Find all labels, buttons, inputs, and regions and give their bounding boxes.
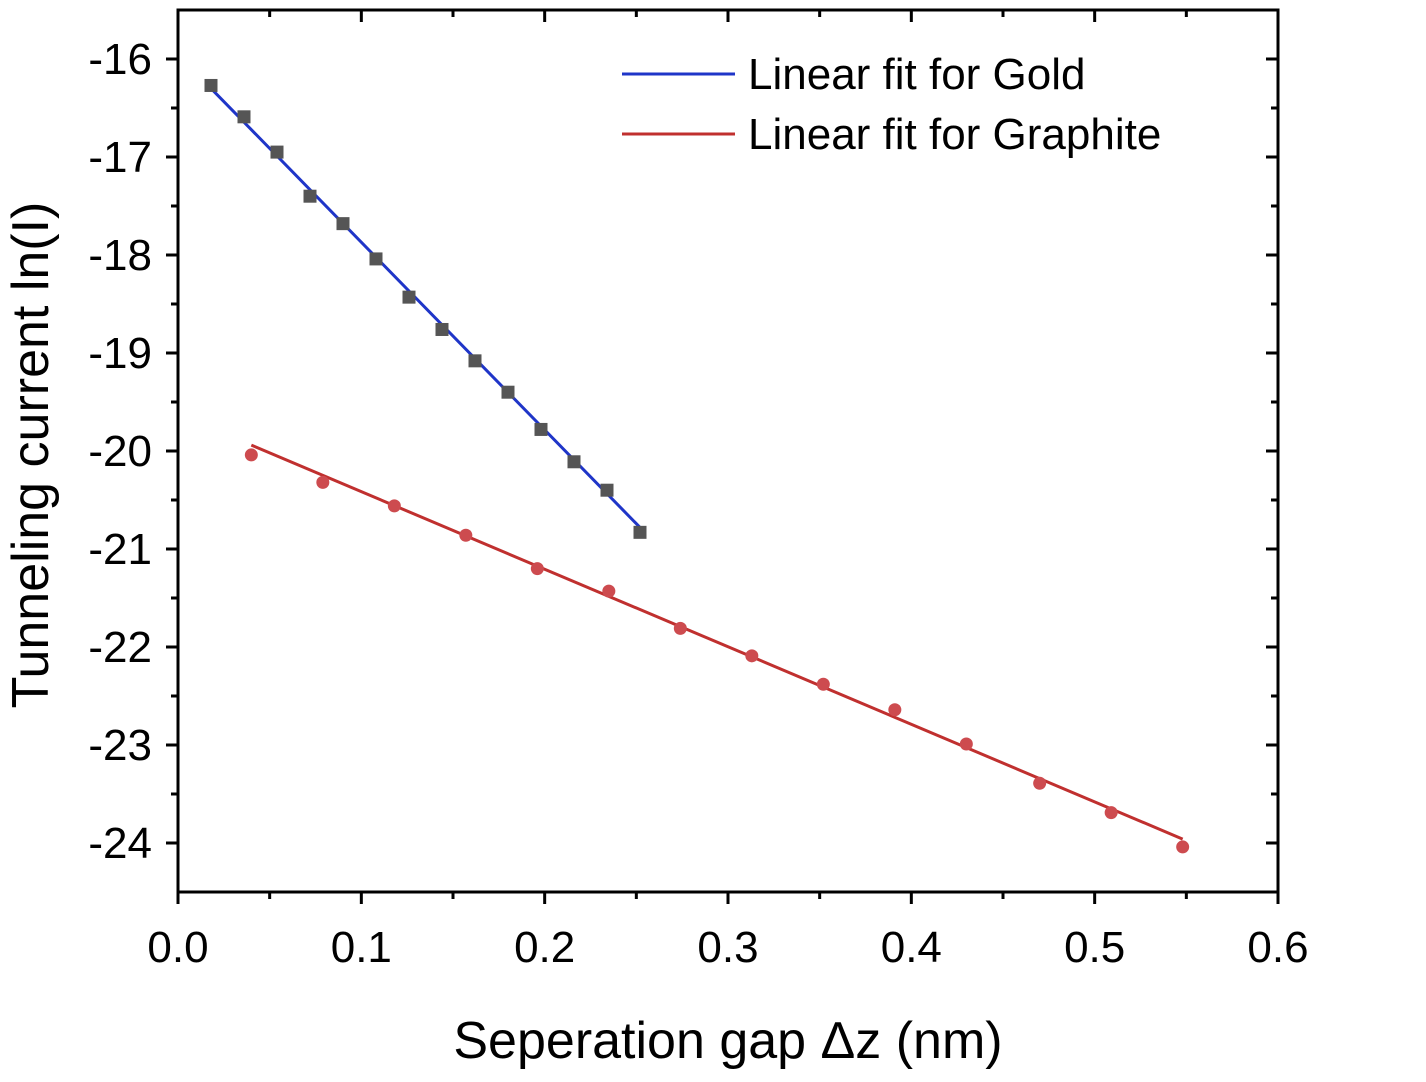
graphite-data-point [530,562,544,576]
y-tick-label: -18 [88,231,152,280]
graphite-data-point [602,584,616,598]
fit-line-graphite [250,443,1184,841]
y-tick-label: -17 [88,133,152,182]
axis-ticks [166,10,1280,904]
x-tick-label: 0.6 [1247,923,1308,972]
x-axis-title: Seperation gap Δz (nm) [453,1012,1002,1070]
x-tick-labels: 0.0 0.1 0.2 0.3 0.4 0.5 0.6 [147,923,1308,972]
y-tick-label: -21 [88,525,152,574]
graphite-data-point [316,475,330,489]
x-tick-label: 0.2 [514,923,575,972]
y-tick-label: -16 [88,35,152,84]
graphite-data-point [1176,840,1190,854]
x-tick-label: 0.5 [1064,923,1125,972]
gold-data-point [237,110,251,124]
gold-data-point [303,189,317,203]
x-tick-label: 0.1 [331,923,392,972]
gold-data-point [534,422,548,436]
fit-lines [209,87,1184,841]
fit-line-gold [209,87,642,529]
gold-data-point [369,252,383,266]
graphite-data-point [387,499,401,513]
gold-data-point [402,290,416,304]
gold-data-point [204,78,218,92]
gold-data-point [336,217,350,231]
gold-data-point [435,322,449,336]
legend-label-gold: Linear fit for Gold [748,50,1086,99]
gold-data-point [468,354,482,368]
graphite-data-point [959,737,973,751]
y-axis-title: Tunneling current ln(I) [2,202,60,709]
gold-data-point [633,525,647,539]
data-markers [204,78,1190,854]
y-tick-label: -19 [88,329,152,378]
gold-data-point [501,385,515,399]
gold-data-point [270,145,284,159]
y-tick-label: -20 [88,427,152,476]
legend-label-graphite: Linear fit for Graphite [748,110,1161,159]
y-tick-label: -22 [88,623,152,672]
graphite-data-point [459,528,473,542]
graphite-data-point [1033,776,1047,790]
legend: Linear fit for Gold Linear fit for Graph… [622,50,1161,159]
x-tick-label: 0.0 [147,923,208,972]
graphite-data-point [1104,806,1118,820]
x-tick-label: 0.4 [881,923,942,972]
gold-data-point [600,483,614,497]
graphite-data-point [888,703,902,717]
gold-data-point [567,455,581,469]
graphite-data-point [673,621,687,635]
graphite-data-point [745,649,759,663]
y-tick-labels: -16 -17 -18 -19 -20 -21 -22 -23 -24 [88,35,152,868]
graphite-data-point [244,448,258,462]
x-tick-label: 0.3 [697,923,758,972]
graphite-data-point [816,677,830,691]
y-tick-label: -23 [88,721,152,770]
y-tick-label: -24 [88,819,152,868]
